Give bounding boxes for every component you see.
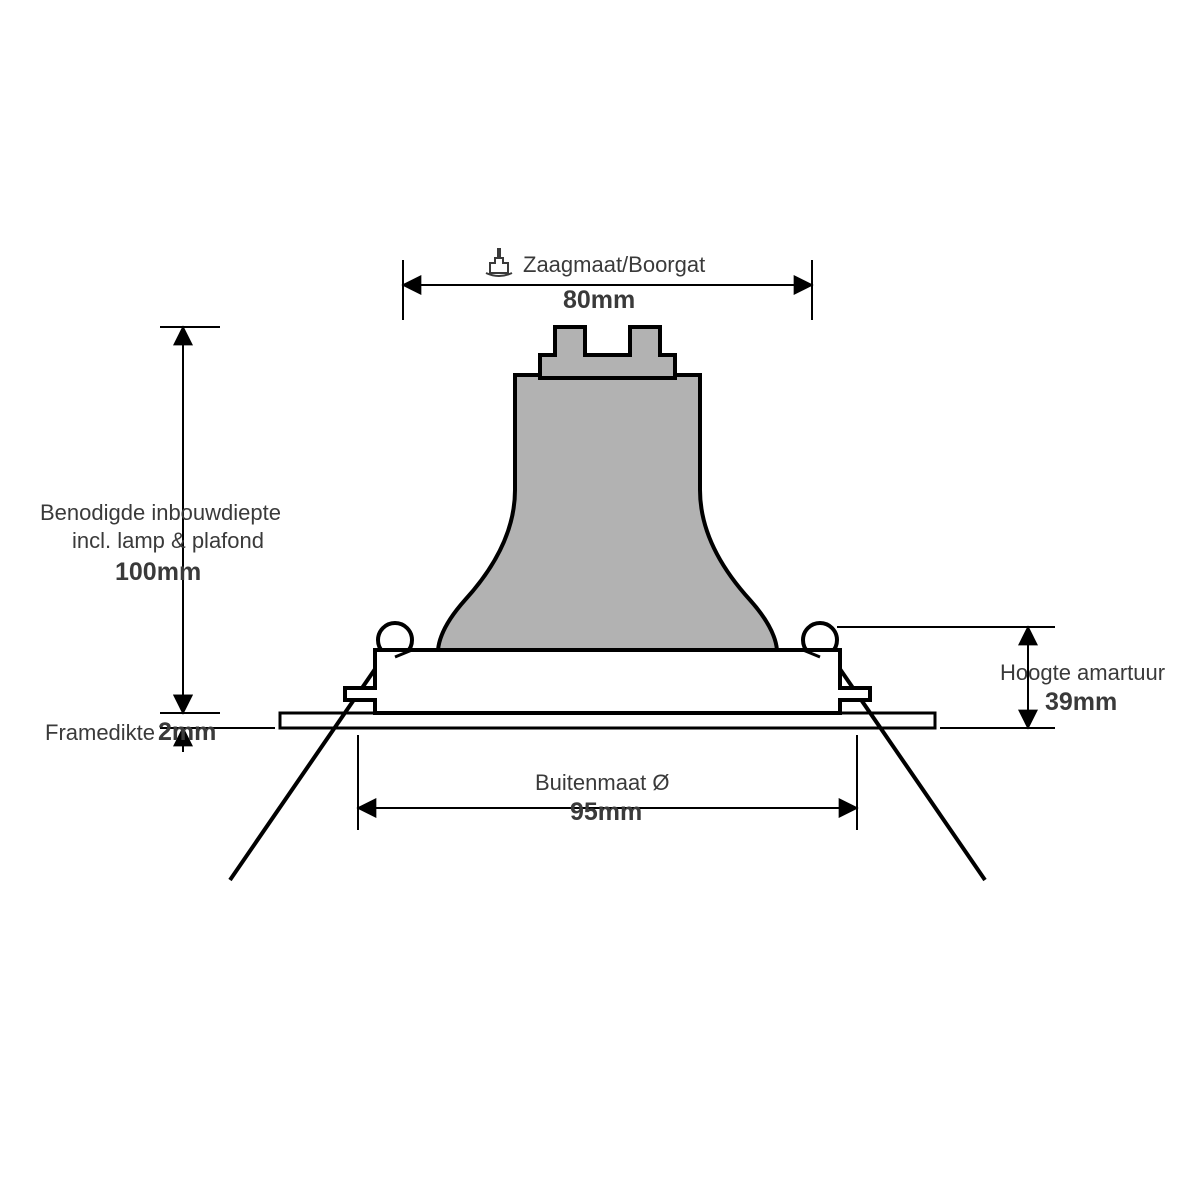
housing: [345, 650, 870, 713]
label-zaagmaat: Zaagmaat/Boorgat: [523, 252, 705, 277]
dim-hoogte: Hoogte amartuur 39mm: [940, 627, 1165, 728]
dim-framedikte: Framedikte 2mm: [45, 690, 275, 752]
label-depth-1: Benodigde inbouwdiepte: [40, 500, 281, 525]
clip-wire-left: [230, 640, 395, 880]
flange-plate: [280, 713, 935, 728]
dim-zaagmaat: Zaagmaat/Boorgat 80mm: [403, 249, 812, 320]
label-frame: Framedikte: [45, 720, 155, 745]
clip-wire-right: [820, 640, 985, 880]
value-hoogte: 39mm: [1045, 688, 1117, 716]
bulb-connector: [540, 327, 675, 378]
bulb-body: [438, 375, 777, 650]
label-depth-2: incl. lamp & plafond: [72, 528, 264, 553]
label-buiten: Buitenmaat Ø: [535, 770, 670, 795]
dim-buitenmaat: Buitenmaat Ø 95mm: [358, 735, 857, 830]
value-depth: 100mm: [115, 558, 201, 586]
label-hoogte: Hoogte amartuur: [1000, 660, 1165, 685]
value-zaagmaat: 80mm: [563, 286, 635, 314]
dim-inbouwdiepte: Benodigde inbouwdiepte incl. lamp & plaf…: [40, 327, 281, 713]
value-buiten: 95mm: [570, 798, 642, 826]
diagram-canvas: Zaagmaat/Boorgat 80mm Benodigde inbouwdi…: [0, 0, 1200, 1200]
value-frame: 2mm: [158, 718, 216, 746]
